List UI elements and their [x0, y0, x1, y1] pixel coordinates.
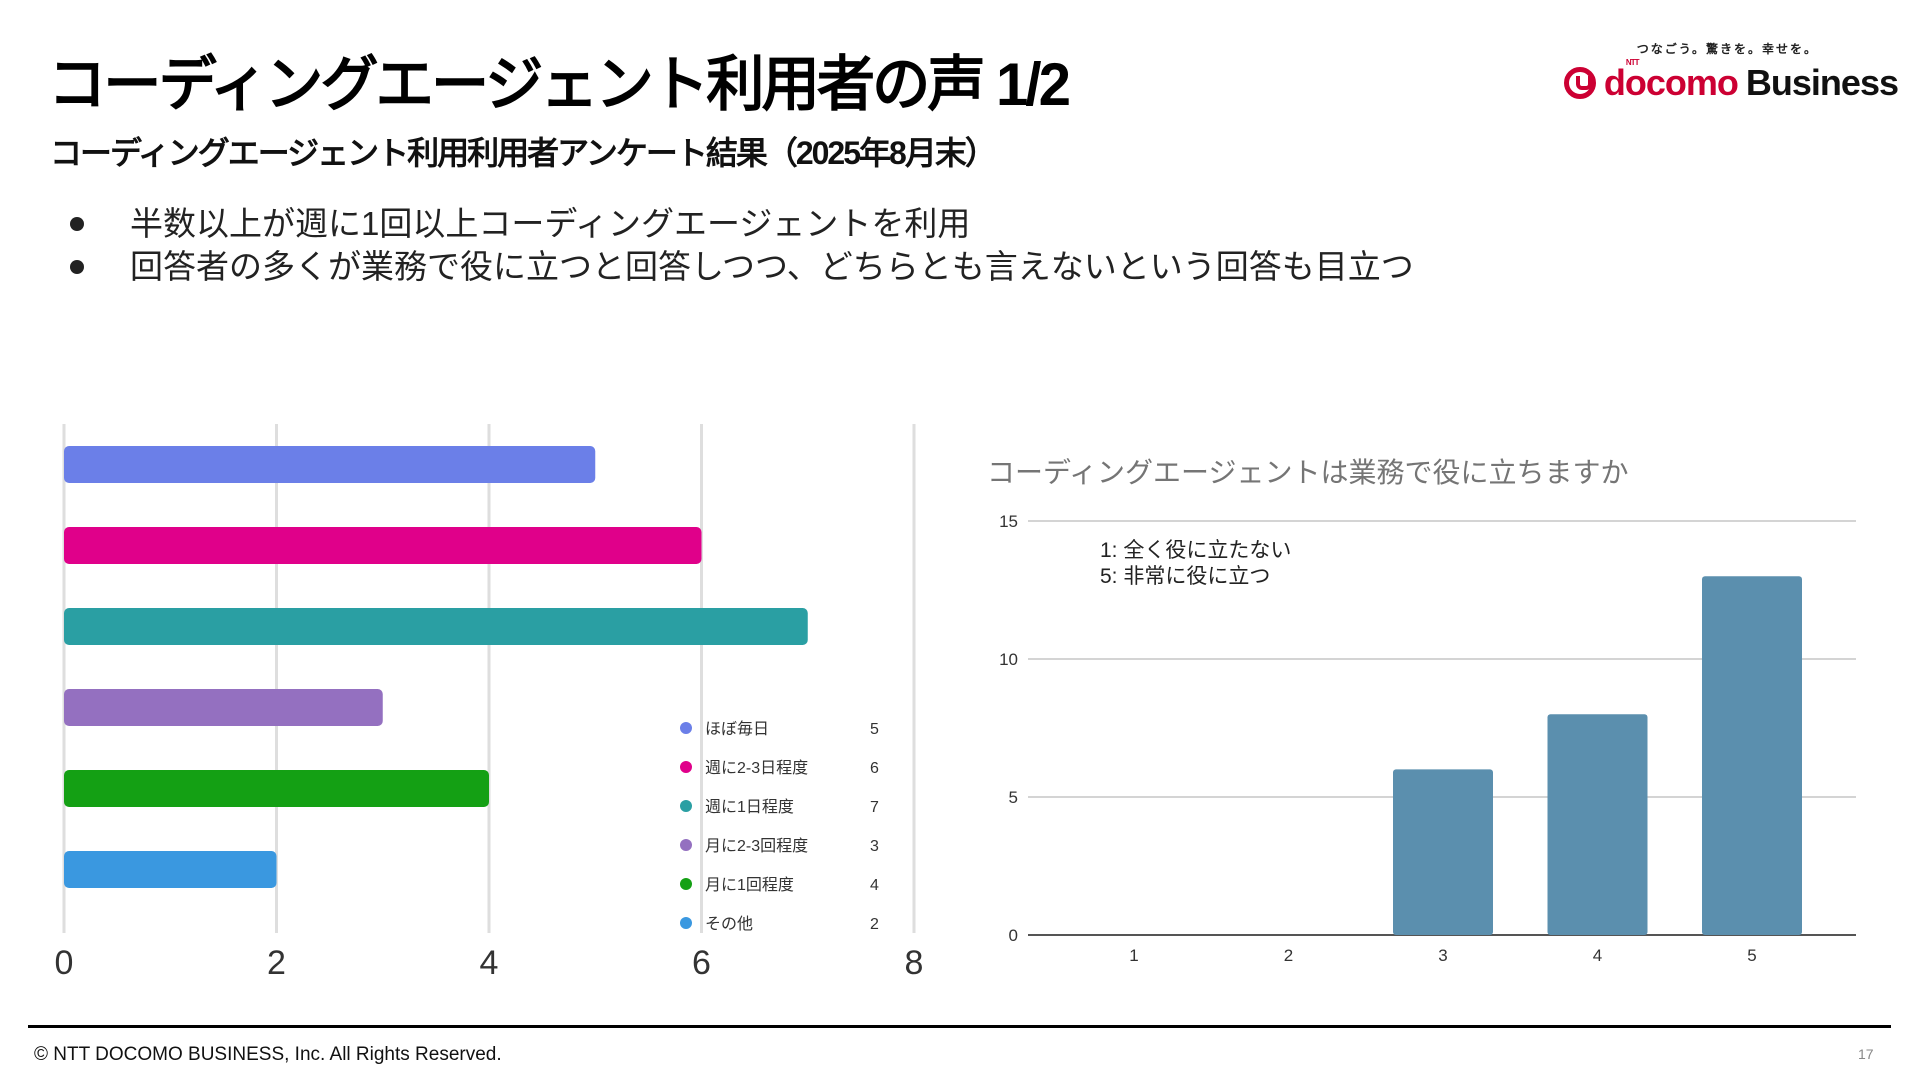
legend-label: 月に1回程度: [705, 876, 794, 894]
logo-business: Business: [1745, 62, 1899, 103]
page-title: コーディングエージェント利用者の声 1/2: [48, 51, 1071, 118]
legend-value: 2: [870, 916, 879, 933]
y-tick-label: 5: [1009, 788, 1018, 807]
legend-value: 5: [870, 721, 879, 738]
legend-label: 週に1日程度: [705, 798, 794, 816]
logo-docomo: NTT docomo: [1603, 58, 1739, 103]
y-tick-label: 0: [1009, 926, 1018, 945]
legend-value: 6: [870, 760, 879, 777]
x-tick-label: 5: [1747, 946, 1756, 965]
chart-annotation: 1: 全く役に立たない: [1100, 539, 1291, 562]
legend-marker-icon: [680, 839, 692, 851]
copyright: © NTT DOCOMO BUSINESS, Inc. All Rights R…: [34, 1044, 502, 1065]
legend-marker-icon: [680, 761, 692, 773]
bar-4: [64, 689, 383, 726]
bar-5: [1702, 576, 1802, 935]
footer-divider: [28, 1025, 1891, 1028]
bar-5: [64, 770, 489, 807]
x-tick-label: 6: [692, 944, 711, 982]
logo-ntt: NTT: [1625, 58, 1640, 67]
x-tick-label: 8: [905, 944, 924, 982]
page-number: 17: [1858, 1046, 1874, 1062]
legend-value: 7: [870, 799, 879, 816]
x-tick-label: 4: [1593, 946, 1602, 965]
legend-marker-icon: [680, 800, 692, 812]
summary-bullets: 半数以上が週に1回以上コーディングエージェントを利用 回答者の多くが業務で役に立…: [64, 202, 1414, 288]
bullet-item: 回答者の多くが業務で役に立つと回答しつつ、どちらとも言えないという回答も目立つ: [64, 245, 1414, 288]
logo-tagline: つなごう。驚きを。幸せを。: [1636, 42, 1818, 56]
y-tick-label: 15: [999, 512, 1018, 531]
bullet-item: 半数以上が週に1回以上コーディングエージェントを利用: [64, 202, 1414, 245]
legend-label: 週に2-3日程度: [705, 759, 808, 777]
bar-3: [64, 608, 808, 645]
x-tick-label: 2: [1284, 946, 1293, 965]
legend-value: 4: [870, 877, 879, 894]
y-tick-label: 10: [999, 650, 1018, 669]
x-tick-label: 1: [1129, 946, 1138, 965]
legend-value: 3: [870, 838, 879, 855]
legend-label: 月に2-3回程度: [705, 837, 808, 855]
bar-1: [64, 446, 596, 483]
chart-title: コーディングエージェントは業務で役に立ちますか: [987, 457, 1628, 488]
bullet-dot-icon: [70, 260, 84, 274]
bar-4: [1547, 714, 1648, 935]
x-tick-label: 2: [267, 944, 286, 982]
legend-label: ほぼ毎日: [705, 720, 769, 738]
bar-2: [64, 527, 702, 564]
legend-marker-icon: [680, 917, 692, 929]
bar-6: [64, 851, 277, 888]
bar-3: [1393, 769, 1493, 935]
x-tick-label: 3: [1438, 946, 1447, 965]
docomo-mark-icon: [1563, 67, 1596, 99]
legend-marker-icon: [680, 722, 692, 734]
legend-label: その他: [705, 915, 753, 933]
x-tick-label: 0: [55, 944, 74, 982]
x-tick-label: 4: [480, 944, 499, 982]
bullet-dot-icon: [70, 217, 84, 231]
legend-marker-icon: [680, 878, 692, 890]
page-subtitle: コーディングエージェント利用利用者アンケート結果（2025年8月末）: [50, 135, 997, 171]
docomo-business-logo: つなごう。驚きを。幸せを。 NTT docomo Business: [1538, 40, 1899, 112]
chart-annotation: 5: 非常に役に立つ: [1100, 565, 1270, 588]
